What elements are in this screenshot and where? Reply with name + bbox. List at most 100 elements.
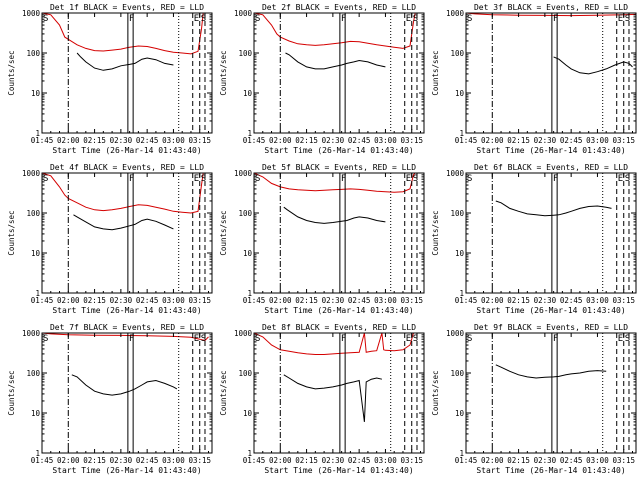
plot-frame <box>465 332 637 454</box>
f-marker-box <box>339 172 346 294</box>
panel-title: Det 8f BLACK = Events, RED = LLD <box>262 323 416 332</box>
x-tick-label: 02:30 <box>322 456 345 465</box>
s-start-label: S <box>255 174 260 184</box>
x-tick-label: 02:15 <box>507 456 530 465</box>
events-series-line <box>71 374 178 396</box>
x-tick-label: 03:15 <box>400 136 423 145</box>
y-tick-label: 10 <box>243 249 253 258</box>
e-label: E <box>194 334 199 344</box>
f-marker-box <box>339 332 346 454</box>
events-series-line <box>285 52 386 70</box>
f-marker-box <box>127 12 134 134</box>
e-label: E <box>194 174 199 184</box>
f-label: F <box>341 14 346 24</box>
y-axis-label: Counts/sec <box>219 210 228 255</box>
s-end-label: S <box>201 334 206 344</box>
y-tick-label: 1000 <box>446 169 465 178</box>
x-axis-label: Start Time (26-Mar-14 01:43:40) <box>264 466 413 475</box>
events-series-line <box>283 374 383 422</box>
panel-title: Det 7f BLACK = Events, RED = LLD <box>50 323 204 332</box>
x-tick-label: 02:45 <box>560 456 583 465</box>
s-end-label: S <box>201 14 206 24</box>
x-tick-label: 02:00 <box>481 456 504 465</box>
x-tick-label: 03:00 <box>586 456 609 465</box>
x-tick-label: 02:30 <box>534 456 557 465</box>
x-tick-label: 02:30 <box>110 296 133 305</box>
x-tick-label: 02:00 <box>481 136 504 145</box>
x-tick-label: 02:15 <box>83 456 106 465</box>
x-tick-label: 02:30 <box>110 136 133 145</box>
s-start-label: S <box>467 14 472 24</box>
x-tick-label: 02:15 <box>507 136 530 145</box>
x-axis-label: Start Time (26-Mar-14 01:43:40) <box>476 306 625 315</box>
s-end-label: S <box>413 14 418 24</box>
x-tick-label: 02:45 <box>136 136 159 145</box>
y-tick-label: 100 <box>238 49 252 58</box>
x-tick-label: 03:15 <box>400 296 423 305</box>
x-tick-label: 02:30 <box>534 136 557 145</box>
x-axis-label: Start Time (26-Mar-14 01:43:40) <box>52 146 201 155</box>
events-series-line <box>495 200 612 217</box>
events-series-line <box>495 364 607 379</box>
e-label: E <box>406 174 411 184</box>
x-tick-label: 02:00 <box>57 456 80 465</box>
y-axis-label: Counts/sec <box>7 370 16 415</box>
f-label: F <box>553 14 558 24</box>
x-tick-label: 01:45 <box>31 296 54 305</box>
x-tick-label: 01:45 <box>31 136 54 145</box>
x-tick-label: 03:00 <box>162 456 185 465</box>
y-tick-label: 10 <box>455 409 465 418</box>
f-label: F <box>341 334 346 344</box>
e-label: E <box>618 14 623 24</box>
plot-frame <box>41 332 213 454</box>
x-tick-label: 03:15 <box>188 136 211 145</box>
plot-frame <box>465 172 637 294</box>
y-tick-label: 1000 <box>234 9 253 18</box>
events-series-line <box>553 56 633 75</box>
x-tick-label: 03:15 <box>188 456 211 465</box>
f-marker-box <box>127 332 134 454</box>
panel-title: Det 5f BLACK = Events, RED = LLD <box>262 163 416 172</box>
y-tick-label: 100 <box>450 49 464 58</box>
y-tick-label: 1000 <box>22 9 41 18</box>
y-tick-label: 100 <box>26 209 40 218</box>
lld-series-line <box>42 13 204 55</box>
f-marker-box <box>551 172 558 294</box>
x-tick-label: 02:45 <box>136 456 159 465</box>
e-label: E <box>618 334 623 344</box>
y-tick-label: 1000 <box>446 9 465 18</box>
f-label: F <box>129 174 134 184</box>
panel-title: Det 4f BLACK = Events, RED = LLD <box>50 163 204 172</box>
e-label: E <box>406 14 411 24</box>
y-tick-label: 1 <box>247 129 252 138</box>
x-axis-label: Start Time (26-Mar-14 01:43:40) <box>476 466 625 475</box>
f-label: F <box>129 14 134 24</box>
events-series-line <box>73 214 174 231</box>
y-tick-label: 100 <box>238 369 252 378</box>
f-marker-box <box>339 12 346 134</box>
x-axis-label: Start Time (26-Mar-14 01:43:40) <box>476 146 625 155</box>
s-end-label: S <box>625 174 630 184</box>
y-tick-label: 100 <box>450 369 464 378</box>
x-tick-label: 02:30 <box>322 296 345 305</box>
s-start-label: S <box>43 174 48 184</box>
x-tick-label: 03:00 <box>162 136 185 145</box>
lld-series-line <box>254 333 414 355</box>
panel-title: Det 9f BLACK = Events, RED = LLD <box>474 323 628 332</box>
y-tick-label: 10 <box>31 89 41 98</box>
plot-frame <box>41 172 213 294</box>
plot-frame <box>253 172 425 294</box>
x-tick-label: 01:45 <box>455 456 478 465</box>
panel-title: Det 3f BLACK = Events, RED = LLD <box>474 3 628 12</box>
y-axis-label: Counts/sec <box>431 370 440 415</box>
s-start-label: S <box>467 174 472 184</box>
y-axis-label: Counts/sec <box>7 210 16 255</box>
panel-title: Det 1f BLACK = Events, RED = LLD <box>50 3 204 12</box>
plot-frame <box>465 12 637 134</box>
x-tick-label: 03:15 <box>400 456 423 465</box>
